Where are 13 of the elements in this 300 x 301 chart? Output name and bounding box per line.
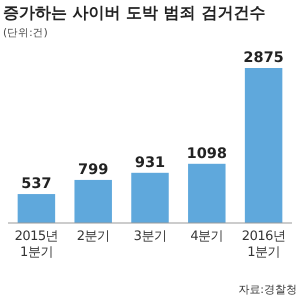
text: 자료:경찰청 (238, 283, 297, 296)
x-tick-label: 2분기 (76, 229, 110, 244)
data-label: 2875 (243, 50, 284, 66)
data-label: 931 (134, 154, 166, 171)
data-label: 1098 (186, 146, 227, 162)
data-label: 799 (78, 162, 108, 178)
title: 증가하는 사이버 도박 범죄 검거건수 (3, 3, 266, 22)
subtitle: (단위:건) (3, 27, 48, 39)
data-label: 537 (21, 176, 52, 192)
x-tick-label: 3분기 (134, 229, 166, 244)
x-tick-label: 4분기 (190, 229, 224, 244)
x-tick-label: 2016년 1분기 (242, 229, 286, 260)
x-tick-label: 2015년 1분기 (14, 229, 58, 260)
